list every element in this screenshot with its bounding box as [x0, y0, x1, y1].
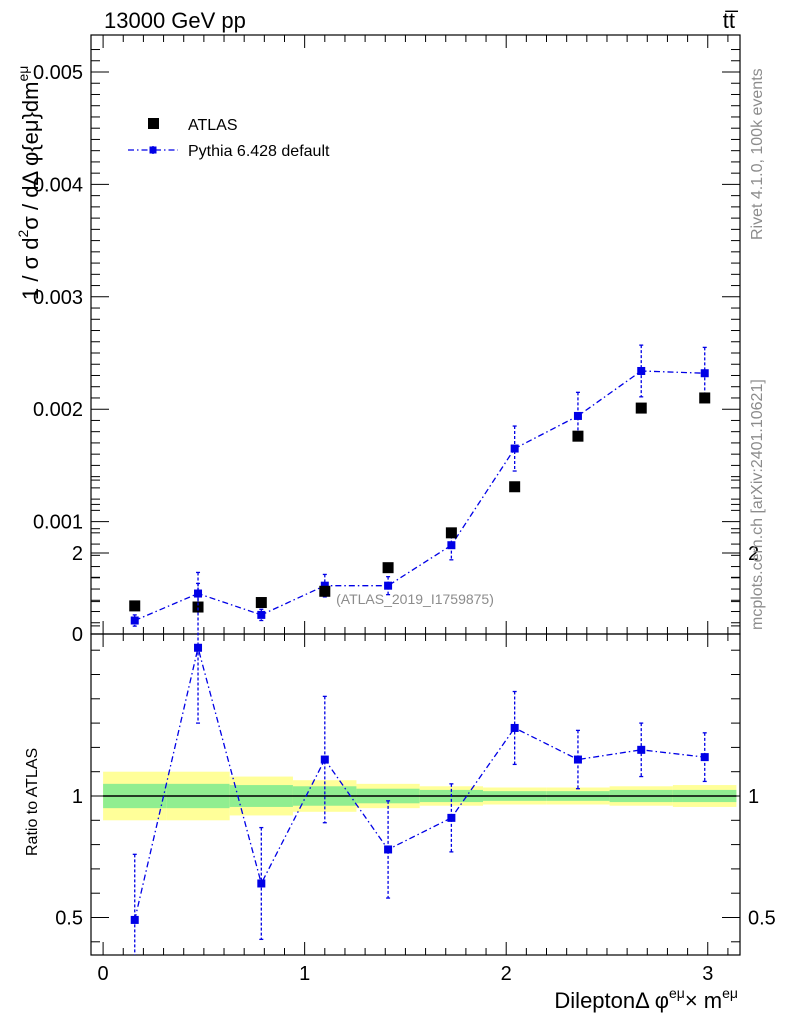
ratio-mc-point — [447, 813, 456, 822]
x-label-part2: × m — [685, 988, 722, 1013]
energy-label: 13000 GeV pp — [104, 8, 246, 33]
ratio-ytick-label-left: 1 — [72, 786, 83, 808]
atlas-data-point — [382, 562, 394, 574]
legend-data-label: ATLAS — [188, 117, 238, 134]
ratio-ytick-label-left: 0.5 — [55, 908, 83, 930]
main-y-label-part2: σ / dΔ φ{eμ}dm — [18, 82, 43, 230]
ratio-mc-point — [637, 745, 646, 754]
legend-mc-marker — [149, 146, 157, 154]
main-y-label-part1: 1 / σ d — [18, 238, 43, 301]
atlas-data-point — [255, 597, 267, 609]
atlas-data-point — [572, 430, 584, 442]
ratio-mc-point — [130, 915, 139, 924]
atlas-data-point — [699, 392, 711, 404]
atlas-data-point — [129, 600, 141, 612]
process-label: tt̅ — [723, 8, 739, 33]
ratio-mc-point — [194, 643, 203, 652]
x-label-sup2: eμ — [722, 985, 738, 1001]
ratio-mc-point — [510, 723, 519, 732]
ratio-mc-line — [134, 647, 705, 921]
ratio-mc-point — [257, 879, 266, 888]
ratio-xtick-label: 3 — [702, 963, 713, 985]
atlas-data-point — [509, 481, 521, 493]
ratio-xtick-label: 0 — [98, 963, 109, 985]
atlas-data-point — [635, 402, 647, 414]
main-y-label-sup1: 2 — [15, 230, 31, 238]
ratio-ytick-label-right: 0.5 — [748, 908, 776, 930]
x-axis-label: DileptonΔ φeμ× meμ — [554, 985, 738, 1013]
ratio-mc-point — [700, 753, 709, 762]
ratio-mc-point — [320, 755, 329, 764]
main-y-label-sup2: eμ — [15, 66, 31, 82]
legend: ATLAS Pythia 6.428 default — [128, 117, 330, 160]
main-ytick-label: 0.005 — [33, 62, 83, 84]
main-ytick-label: 0.004 — [33, 174, 83, 196]
ratio-mc-point — [384, 845, 393, 854]
ratio-mc-point — [573, 755, 582, 764]
main-ytick-label: 0.003 — [33, 287, 83, 309]
mc-point — [447, 541, 456, 550]
legend-data-marker — [148, 118, 159, 129]
source-label: mcplots.cern.ch [arXiv:2401.10621] — [749, 379, 766, 630]
mc-point — [637, 366, 646, 375]
ratio-panel: 0 1 2 3 0.5 0.5 1 1 2 2 — [55, 479, 776, 985]
mc-point — [700, 369, 709, 378]
mc-point — [384, 581, 393, 590]
mc-point — [257, 610, 266, 619]
svg-text:1 / σ d2σ / dΔ φ{eμ}dmeμ: 1 / σ d2σ / dΔ φ{eμ}dmeμ — [15, 66, 43, 300]
mc-point — [573, 411, 582, 420]
atlas-data-point — [445, 527, 457, 539]
mc-point — [510, 444, 519, 453]
ratio-xtick-label: 1 — [299, 963, 310, 985]
ratio-frame — [90, 633, 741, 956]
rivet-label: Rivet 4.1.0, 100k events — [749, 68, 766, 240]
mc-point — [130, 616, 139, 625]
main-ytick-label: 0.001 — [33, 512, 83, 534]
atlas-data-point — [192, 601, 204, 613]
ratio-ytick-label-right: 2 — [748, 543, 759, 565]
main-ytick-label: 0 — [72, 624, 83, 646]
mc-point — [320, 581, 329, 590]
ratio-ytick-label-left: 2 — [72, 543, 83, 565]
ratio-xtick-label: 2 — [501, 963, 512, 985]
main-ytick-label: 0.002 — [33, 399, 83, 421]
atlas-data-point — [319, 585, 331, 597]
x-label-sup1: eμ — [669, 985, 685, 1001]
main-y-axis-label: 1 / σ d2σ / dΔ φ{eμ}dmeμ — [15, 66, 43, 300]
analysis-watermark: (ATLAS_2019_I1759875) — [336, 591, 494, 607]
mc-series-line — [134, 370, 705, 622]
ratio-ytick-label-right: 1 — [748, 786, 759, 808]
main-panel: 0 0.001 0.002 0.003 0.004 0.005 — [33, 34, 741, 646]
legend-mc-label: Pythia 6.428 default — [188, 143, 330, 160]
ratio-y-axis-label: Ratio to ATLAS — [24, 748, 41, 856]
x-label-part1: DileptonΔ φ — [554, 988, 669, 1013]
